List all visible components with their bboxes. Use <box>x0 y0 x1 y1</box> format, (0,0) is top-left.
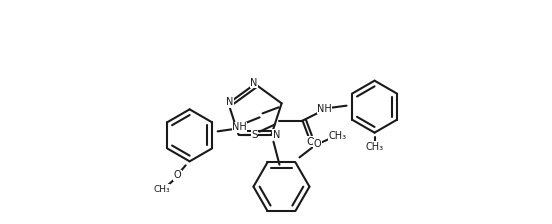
Text: CH₃: CH₃ <box>328 131 347 141</box>
Text: N: N <box>273 130 280 140</box>
Text: S: S <box>251 130 258 140</box>
Text: CH₃: CH₃ <box>153 185 170 194</box>
Text: N: N <box>226 97 233 107</box>
Text: O: O <box>314 139 321 149</box>
Text: NH: NH <box>317 104 332 114</box>
Text: CH₃: CH₃ <box>365 142 384 152</box>
Text: NH: NH <box>232 122 247 132</box>
Text: O: O <box>306 137 315 147</box>
Text: N: N <box>250 78 258 88</box>
Text: O: O <box>174 170 182 180</box>
